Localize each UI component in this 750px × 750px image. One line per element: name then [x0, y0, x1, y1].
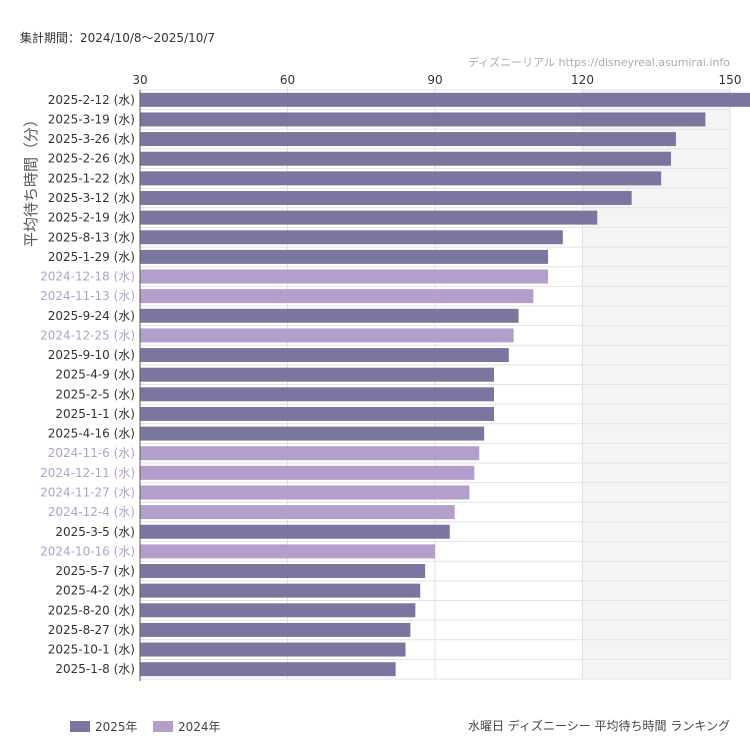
y-axis-title: 平均待ち時間（分）: [22, 112, 40, 247]
bar: [140, 367, 494, 382]
bar: [140, 112, 706, 127]
bar: [140, 603, 416, 618]
legend-label-2024: 2024年: [178, 720, 221, 734]
bar: [140, 171, 662, 186]
category-label: 2025-10-1 (水): [48, 643, 135, 657]
bar: [140, 387, 494, 402]
bar: [140, 289, 534, 304]
bar: [140, 564, 426, 579]
bar: [140, 269, 549, 284]
category-label: 2025-2-26 (水): [48, 152, 135, 166]
legend-label-2025: 2025年: [95, 720, 138, 734]
category-label: 2025-9-24 (水): [48, 309, 135, 323]
bar: [140, 92, 750, 107]
category-label: 2024-12-18 (水): [40, 270, 135, 284]
bar: [140, 642, 406, 657]
bar: [140, 426, 485, 441]
period-label: 集計期間：2024/10/8〜2025/10/7: [20, 31, 216, 45]
category-label: 2024-12-4 (水): [48, 505, 135, 519]
category-label: 2025-1-29 (水): [48, 250, 135, 264]
legend-swatch-2024: [153, 721, 173, 732]
bar: [140, 485, 470, 500]
category-label: 2025-1-22 (水): [48, 171, 135, 185]
x-tick-label: 60: [280, 73, 295, 87]
category-label: 2025-4-2 (水): [55, 584, 135, 598]
category-label: 2024-12-11 (水): [40, 466, 135, 480]
wait-time-bar-chart: 30 60 90 120 150 2025-2-12 (水)2025-3-19 (水)2…: [22, 73, 750, 681]
category-label: 2025-3-19 (水): [48, 112, 135, 126]
x-tick-label: 30: [132, 73, 147, 87]
category-label: 2025-5-7 (水): [55, 564, 135, 578]
site-credit: ディズニーリアル https://disneyreal.asumirai.inf…: [467, 56, 730, 69]
bar: [140, 230, 563, 245]
x-tick-label: 150: [719, 73, 742, 87]
x-tick-labels: 30 60 90 120 150: [132, 73, 741, 87]
category-label: 2025-8-20 (水): [48, 603, 135, 617]
bar: [140, 348, 509, 363]
category-label: 2025-2-12 (水): [48, 93, 135, 107]
legend-item-2025: 2025年: [70, 718, 138, 735]
category-label: 2025-8-27 (水): [48, 623, 135, 637]
category-label: 2024-11-13 (水): [40, 289, 135, 303]
x-tick-label: 90: [427, 73, 442, 87]
bars: [140, 92, 750, 677]
legend-swatch-2025: [70, 721, 90, 732]
category-label: 2025-2-19 (水): [48, 211, 135, 225]
bar: [140, 210, 598, 225]
bar: [140, 446, 480, 461]
category-label: 2025-2-5 (水): [55, 387, 135, 401]
category-label: 2025-8-13 (水): [48, 230, 135, 244]
category-label: 2025-3-26 (水): [48, 132, 135, 146]
category-label: 2025-3-5 (水): [55, 525, 135, 539]
bar: [140, 524, 450, 539]
category-label: 2025-4-16 (水): [48, 427, 135, 441]
bar: [140, 328, 514, 343]
bar: [140, 505, 455, 520]
x-tick-label: 120: [571, 73, 594, 87]
bar: [140, 308, 519, 323]
category-label: 2024-11-27 (水): [40, 485, 135, 499]
chart-footer-title: 水曜日 ディズニーシー 平均待ち時間 ランキング: [467, 719, 730, 733]
category-label: 2024-11-6 (水): [48, 446, 135, 460]
bar: [140, 465, 475, 480]
bar: [140, 544, 435, 559]
legend-item-2024: 2024年: [153, 718, 221, 735]
bar: [140, 132, 676, 147]
bar: [140, 622, 411, 637]
category-label: 2024-12-25 (水): [40, 328, 135, 342]
category-label: 2025-1-1 (水): [55, 407, 135, 421]
bar: [140, 583, 421, 598]
bar: [140, 151, 671, 166]
bar: [140, 406, 494, 421]
category-label: 2025-3-12 (水): [48, 191, 135, 205]
bar: [140, 190, 632, 205]
category-labels: 2025-2-12 (水) 2025-3-19 (水) 2025-3-26 (水) 2…: [40, 93, 135, 676]
category-label: 2025-9-10 (水): [48, 348, 135, 362]
bar: [140, 662, 396, 677]
category-label: 2025-4-9 (水): [55, 368, 135, 382]
bar: [140, 249, 549, 264]
category-label: 2024-10-16 (水): [40, 544, 135, 558]
category-label: 2025-1-8 (水): [55, 662, 135, 676]
